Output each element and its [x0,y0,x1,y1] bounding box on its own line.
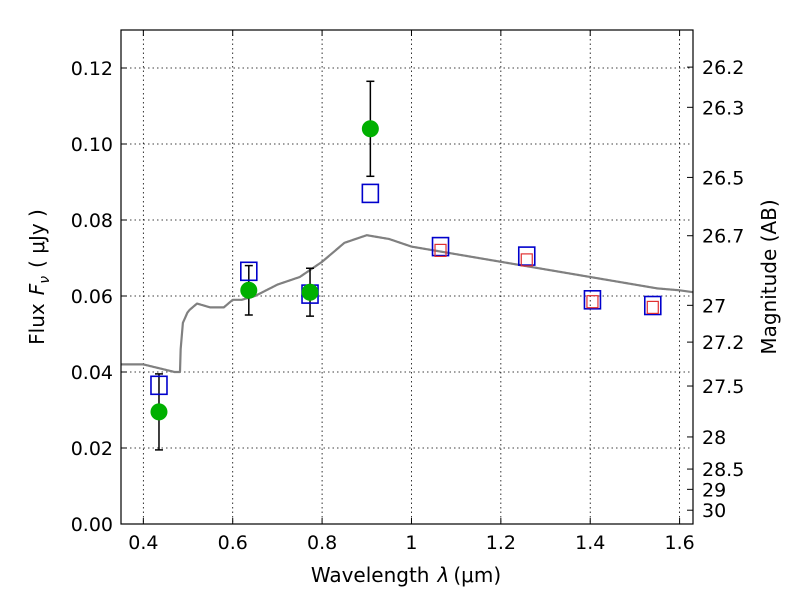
y2-tick-label: 28.5 [702,459,744,481]
observed-flux-point [301,283,319,301]
model-flux-square [431,236,450,257]
plot-frame [120,29,694,525]
model-spectrum [121,234,693,374]
y2-tick-label: 29 [702,479,726,501]
observed-flux-point [150,403,168,421]
y2-tick-label: 26.7 [702,226,744,248]
x-tick-label: 1.6 [664,532,694,554]
x-axis-label: Wavelength λ (μm) [311,563,501,587]
y-tick-label: 0.02 [71,438,113,460]
y2-tick-label: 30 [702,500,726,522]
y-tick-label: 0.00 [71,514,113,536]
y-tick-label: 0.10 [71,134,113,156]
model-flux-square [361,183,380,204]
model-flux-square [643,295,662,316]
y2-tick-label: 26.2 [702,57,744,79]
y-tick-label: 0.04 [71,362,113,384]
x-tick-label: 1 [405,532,417,554]
observed-flux-point [361,120,379,138]
y-axis-label: FluxFν( μJy ) [25,209,53,345]
y-tick-label: 0.06 [71,286,113,308]
model-flux-small-square [434,243,447,257]
y-tick-label: 0.12 [71,58,113,80]
model-flux-square [583,289,602,310]
y2-tick-label: 28 [702,427,726,449]
y2-axis-label: Magnitude (AB) [757,199,781,354]
model-flux-square [150,375,168,396]
x-tick-label: 1.2 [486,532,516,554]
x-tick-label: 0.4 [128,532,158,554]
y2-tick-label: 26.5 [702,167,744,189]
model-flux-small-square [586,295,599,309]
observed-flux-point [240,281,258,299]
photometry-markers [150,80,662,451]
x-axis-ticks: 0.4 0.6 0.8 1 1.2 1.4 1.6 [128,30,695,554]
x-tick-label: 0.6 [218,532,248,554]
y2-tick-label: 27.2 [702,332,744,354]
x-tick-label: 1.4 [575,532,605,554]
y2-tick-label: 26.3 [702,97,744,119]
x-tick-label: 0.8 [307,532,337,554]
spectrum-line [121,234,693,374]
model-flux-square [240,261,258,282]
y-axis-ticks: 0.00 0.02 0.04 0.06 0.08 0.10 0.12 [71,58,127,536]
y-tick-label: 0.08 [71,210,113,232]
model-flux-square [517,246,536,266]
y2-tick-label: 27.5 [702,376,744,398]
model-flux-small-square [520,253,533,267]
grid-lines [121,30,693,525]
y2-tick-label: 27 [702,295,726,317]
model-flux-small-square [646,300,659,314]
